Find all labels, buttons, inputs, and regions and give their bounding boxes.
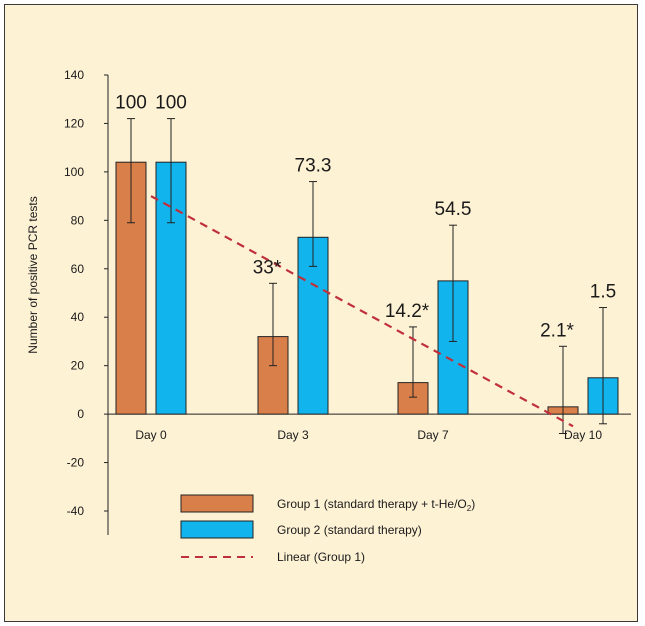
legend-swatch <box>180 494 254 513</box>
legend: Group 1 (standard therapy + t-He/O2) Grou… <box>180 494 475 564</box>
y-axis-label: Number of positive PCR tests <box>26 196 40 353</box>
data-label: 1.5 <box>590 282 616 303</box>
data-label: 14.2* <box>385 301 430 322</box>
trendline-linear-group1 <box>150 195 574 428</box>
chart-frame: -40 -20 0 20 40 60 80 100 120 140 100 33* 14.2* 2.1*… <box>4 4 638 622</box>
y-tick-label: -40 <box>67 504 85 518</box>
y-tick-label: 120 <box>64 116 84 130</box>
error-bars <box>127 118 607 434</box>
data-label: 33* <box>253 257 282 278</box>
y-tick-labels: -40 -20 0 20 40 60 80 100 120 140 <box>64 68 84 518</box>
x-tick-label: Day 7 <box>417 428 449 442</box>
axes <box>104 74 631 535</box>
data-label: 54.5 <box>435 199 472 220</box>
y-tick-label: 100 <box>64 165 84 179</box>
legend-label: Group 2 (standard therapy) <box>277 523 422 537</box>
y-tick-label: 60 <box>71 262 85 276</box>
y-tick-label: 40 <box>71 310 85 324</box>
trendline <box>150 195 574 428</box>
x-tick-label: Day 3 <box>277 428 309 442</box>
x-tick-label: Day 0 <box>135 428 167 442</box>
legend-label: Group 1 (standard therapy + t-He/O2) <box>277 497 475 513</box>
y-tick-label: 0 <box>77 407 84 421</box>
y-tick-label: 20 <box>71 359 85 373</box>
data-label: 100 <box>115 93 147 114</box>
y-tick-label: 80 <box>71 213 85 227</box>
y-tick-label: -20 <box>67 456 85 470</box>
value-labels: 100 33* 14.2* 2.1* 100 73.3 54.5 1.5 <box>115 93 616 342</box>
data-label: 2.1* <box>540 320 574 341</box>
legend-label: Linear (Group 1) <box>277 550 365 564</box>
x-tick-label: Day 10 <box>564 428 602 442</box>
x-tick-labels: Day 0 Day 3 Day 7 Day 10 <box>135 428 602 442</box>
data-label: 100 <box>155 93 187 114</box>
y-tick-label: 140 <box>64 68 84 82</box>
data-label: 73.3 <box>295 156 332 177</box>
legend-swatch <box>180 520 254 539</box>
bars <box>115 161 619 415</box>
bar-chart: -40 -20 0 20 40 60 80 100 120 140 100 33* 14.2* 2.1*… <box>26 68 631 564</box>
